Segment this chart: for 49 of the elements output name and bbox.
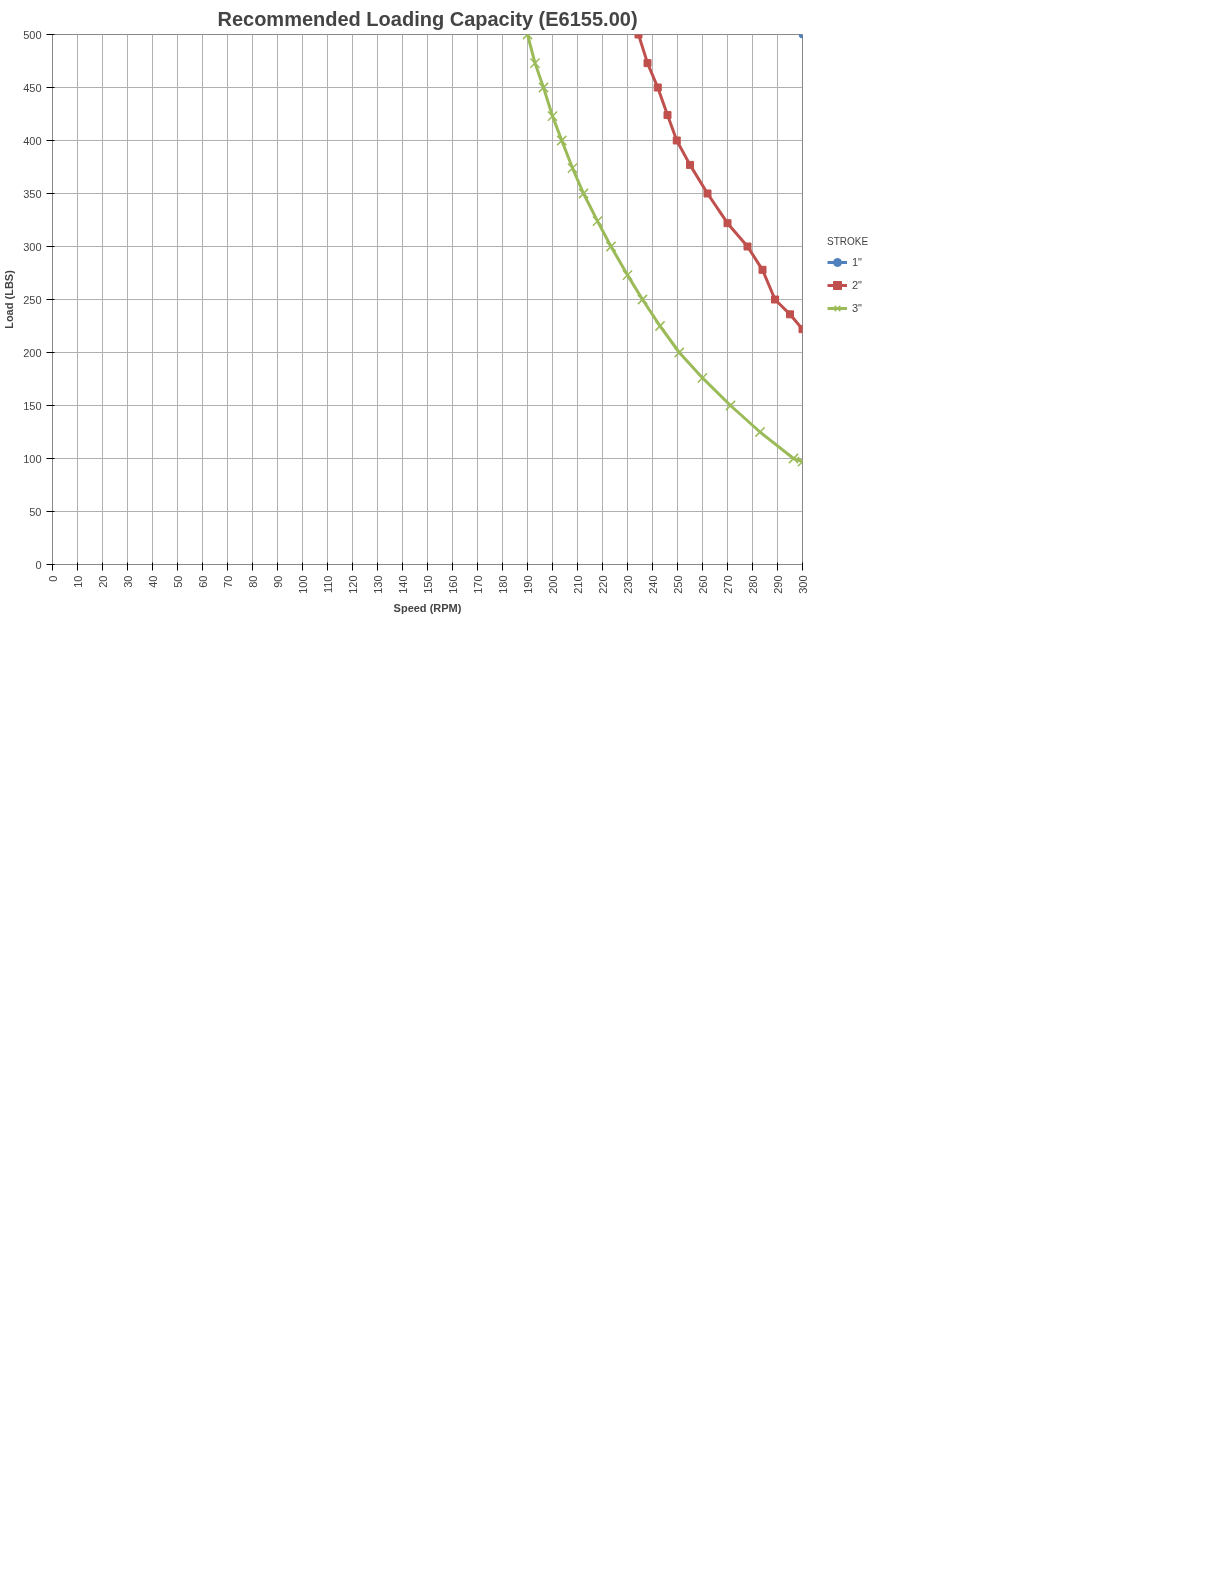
x-tick-label: 60 (196, 575, 209, 588)
x-tick-label: 100 (296, 575, 309, 594)
x-tick-label: 120 (346, 575, 359, 594)
chart-title: Recommended Loading Capacity (E6155.00) (217, 7, 638, 30)
x-tick-label: 160 (446, 575, 459, 594)
x-tick-label: 40 (146, 575, 159, 588)
y-tick-label: 500 (23, 28, 42, 41)
x-tick-label: 70 (221, 575, 234, 588)
y-tick-label: 350 (23, 187, 42, 200)
legend-label: 2" (852, 279, 864, 292)
y-tick-label: 100 (23, 452, 42, 465)
x-tick-label: 110 (321, 575, 334, 594)
y-tick-label: 300 (23, 240, 42, 253)
x-tick-label: 190 (521, 575, 534, 594)
x-tick-label: 130 (371, 575, 384, 594)
legend-label: 3" (852, 302, 864, 315)
x-tick-label: 250 (671, 575, 684, 594)
x-tick-label: 170 (471, 575, 484, 594)
x-tick-label: 50 (171, 575, 184, 588)
legend-label: 1" (852, 256, 864, 269)
x-tick-label: 150 (421, 575, 434, 594)
x-tick-label: 10 (71, 575, 84, 588)
x-tick-label: 260 (696, 575, 709, 594)
x-tick-label: 80 (246, 575, 259, 588)
x-tick-label: 210 (571, 575, 584, 594)
x-tick-label: 200 (546, 575, 559, 594)
y-tick-label: 150 (23, 399, 42, 412)
x-tick-label: 0 (46, 575, 59, 582)
x-axis-title: Speed (RPM) (393, 601, 462, 614)
y-axis-title: Load (LBS) (3, 269, 16, 329)
y-tick-label: 250 (23, 293, 42, 306)
x-tick-label: 280 (746, 575, 759, 594)
x-tick-label: 240 (646, 575, 659, 594)
y-tick-label: 50 (29, 505, 42, 518)
x-tick-label: 20 (96, 575, 109, 588)
y-tick-label: 0 (35, 558, 42, 571)
y-tick-label: 200 (23, 346, 42, 359)
x-tick-label: 290 (771, 575, 784, 594)
x-tick-label: 140 (396, 575, 409, 594)
y-tick-label: 450 (23, 81, 42, 94)
x-tick-label: 220 (596, 575, 609, 594)
legend-title: STROKE (827, 236, 870, 248)
y-tick-label: 400 (23, 134, 42, 147)
x-tick-label: 300 (796, 575, 809, 594)
x-tick-label: 30 (121, 575, 134, 588)
x-tick-label: 230 (621, 575, 634, 594)
x-tick-label: 90 (271, 575, 284, 588)
x-tick-label: 180 (496, 575, 509, 594)
x-tick-label: 270 (721, 575, 734, 594)
